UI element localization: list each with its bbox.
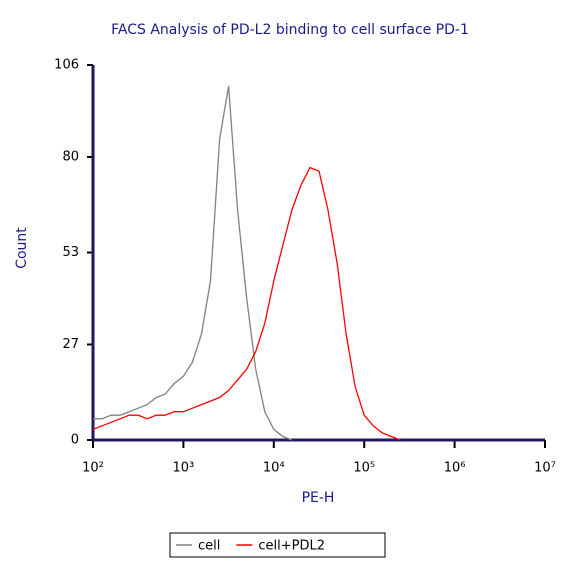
x-axis-label: PE-H: [302, 490, 335, 506]
legend-box: [169, 532, 386, 558]
x-tick-label: 10²: [82, 461, 104, 476]
x-tick-label: 10⁵: [353, 461, 375, 476]
y-axis-label: Count: [14, 227, 30, 269]
legend-label: cell: [198, 539, 220, 554]
y-tick-label: 27: [62, 337, 79, 352]
y-tick-label: 106: [54, 58, 79, 73]
series-line: [93, 86, 293, 441]
y-tick-label: 80: [62, 149, 79, 164]
x-tick-label: 10³: [173, 461, 195, 476]
y-tick-label: 0: [71, 433, 79, 448]
series-line: [92, 166, 401, 441]
x-tick-label: 10⁴: [263, 461, 285, 476]
chart-title: FACS Analysis of PD-L2 binding to cell s…: [111, 22, 469, 38]
x-tick-label: 10⁷: [534, 461, 556, 476]
x-tick-label: 10⁶: [444, 461, 466, 476]
legend-label: cell+PDL2: [258, 539, 325, 554]
y-tick-label: 53: [62, 245, 79, 260]
